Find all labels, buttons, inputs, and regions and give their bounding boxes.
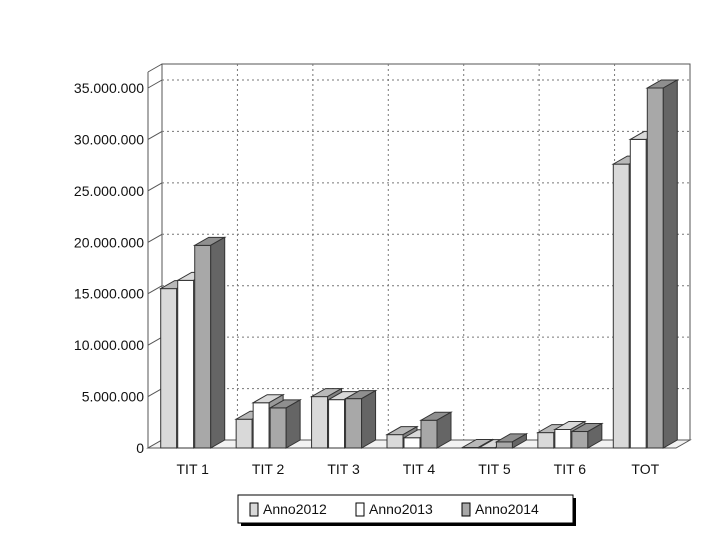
legend-label: Anno2013 (369, 501, 433, 517)
bar-Anno2014-TIT-3 (343, 389, 378, 449)
bar-Anno2014-TIT-4 (419, 411, 453, 449)
plot-back-wall (161, 63, 691, 441)
legend: Anno2012 Anno2013 Anno2014 (237, 494, 576, 526)
y-tick-label: 25.000.000 (74, 183, 144, 199)
legend-swatch (461, 502, 471, 517)
x-tick-label: TIT 5 (478, 461, 511, 477)
tick-labels: 0 5.000.000 10.000.000 15.000.000 20.000.000… (74, 80, 660, 477)
y-tick-depth-line (147, 285, 163, 295)
y-tick-depth-line (147, 388, 163, 398)
y-tick-label: 20.000.000 (74, 234, 144, 250)
bar-Anno2014-TIT-5 (494, 432, 529, 449)
y-tick-label: 5.000.000 (82, 389, 144, 405)
legend-item: Anno2012 (249, 501, 327, 517)
bar-Anno2014-TOT (645, 79, 680, 449)
legend-item: Anno2014 (461, 501, 539, 517)
grid (161, 63, 691, 441)
legend-swatch (249, 502, 259, 517)
y-tick-label: 0 (136, 440, 144, 456)
bars (158, 79, 680, 449)
legend-box (237, 494, 574, 524)
x-tick-label: TOT (631, 461, 659, 477)
x-tick-label: TIT 6 (554, 461, 587, 477)
y-tick-label: 10.000.000 (74, 337, 144, 353)
x-tick-label: TIT 4 (403, 461, 436, 477)
y-axis-top-edge (147, 63, 163, 73)
x-tick-label: TIT 2 (252, 461, 285, 477)
x-tick-label: TIT 1 (177, 461, 210, 477)
bar-Anno2014-TIT-1 (192, 236, 227, 449)
y-tick-depth-line (147, 130, 163, 140)
y-tick-depth-line (147, 79, 163, 89)
y-tick-depth-line (147, 233, 163, 243)
bar-Anno2014-TIT-6 (569, 422, 604, 449)
axes (146, 63, 692, 449)
y-tick-depth-line (147, 182, 163, 192)
legend-swatch (355, 502, 365, 517)
x-tick-label: TIT 3 (327, 461, 360, 477)
y-tick-label: 15.000.000 (74, 286, 144, 302)
legend-item: Anno2013 (355, 501, 433, 517)
y-tick-label: 35.000.000 (74, 80, 144, 96)
legend-label: Anno2012 (263, 501, 327, 517)
legend-label: Anno2014 (475, 501, 539, 517)
y-tick-label: 30.000.000 (74, 131, 144, 147)
y-tick-depth-line (147, 336, 163, 346)
bar-Anno2014-TIT-2 (268, 399, 303, 449)
